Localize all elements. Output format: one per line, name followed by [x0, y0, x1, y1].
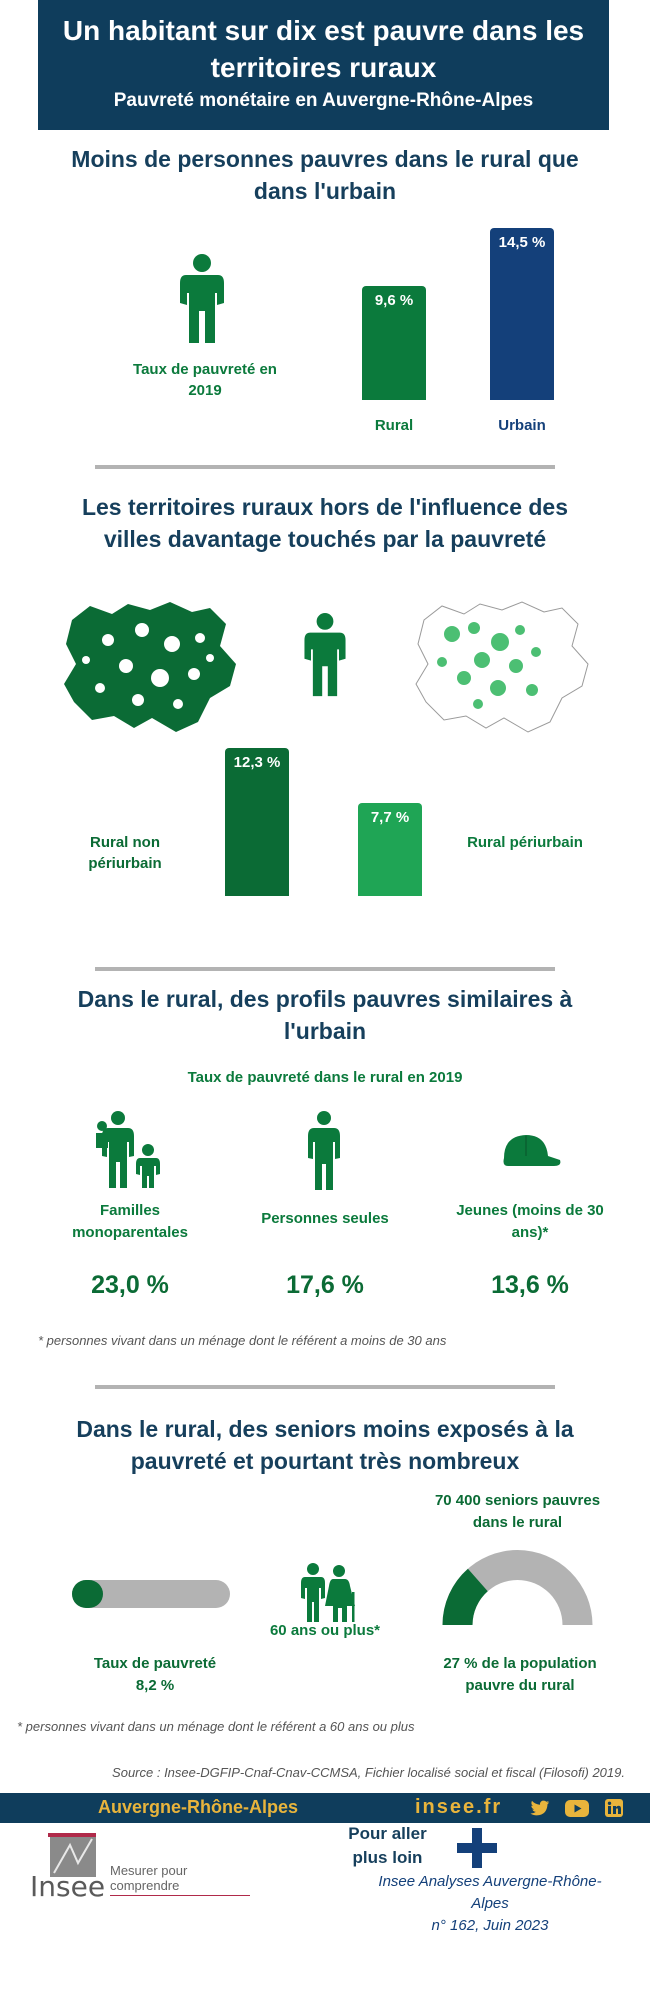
section3-title: Dans le rural, des profils pauvres simil…: [77, 986, 573, 1044]
section2-right-label: Rural périurbain: [467, 834, 583, 851]
divider-1: [95, 465, 555, 469]
bar-value-label: 7,7 %: [370, 809, 410, 826]
source-note: Source : Insee-DGFIP-Cnaf-Cnav-CCMSA, Fi…: [112, 1765, 625, 1780]
family-icon: [96, 1111, 160, 1188]
footer-region: Auvergne-Rhône-Alpes: [98, 1797, 299, 1817]
header-banner: Un habitant sur dix est pauvre dans les …: [38, 0, 609, 130]
section2-bar-chart: 12,3 % 7,7 %: [205, 748, 445, 896]
category-label-urbain: Urbain: [498, 417, 546, 434]
page-title: Un habitant sur dix est pauvre dans les …: [62, 15, 585, 83]
section3-footnote: * personnes vivant dans un ménage dont l…: [38, 1333, 447, 1348]
poverty-rate-fill: [72, 1580, 103, 1608]
page-subtitle: Pauvreté monétaire en Auvergne-Rhône-Alp…: [113, 90, 534, 111]
insee-logo-icon: [48, 1833, 96, 1877]
section2-left-label: Rural non périurbain: [88, 834, 162, 872]
bar-rural-non-p-riurbain: 12,3 %: [225, 748, 289, 896]
seniors-share-label: 27 % de la population pauvre du rural: [443, 1655, 597, 1694]
insee-tagline: Mesurer pour comprendre: [110, 1863, 250, 1896]
section1-bar-chart: 9,6 % 14,5 %: [340, 215, 590, 400]
bar-value-label: 12,3 %: [233, 754, 281, 771]
bar-rural-p-riurbain: 7,7 %: [358, 803, 422, 896]
profile-value-single-parent: 23,0 %: [91, 1271, 169, 1299]
seniors-count-label: 70 400 seniors pauvres dans le rural: [434, 1492, 601, 1531]
bar-urbain: 14,5 %: [490, 228, 554, 400]
category-label-rural: Rural: [374, 417, 414, 434]
seniors-icon: [301, 1563, 355, 1622]
poverty-rate-value: 8,2 %: [135, 1677, 175, 1694]
section4-title: Dans le rural, des seniors moins exposés…: [76, 1416, 574, 1474]
insee-logo-text: Insee: [30, 1870, 106, 1903]
footer-site-link[interactable]: insee.fr: [415, 1796, 503, 1818]
map-rural-periurban: [415, 601, 589, 733]
gauge-remainder-arc: [442, 1550, 593, 1625]
map-rural-non-periurban: [64, 602, 236, 732]
gauge-share-arc: [442, 1568, 488, 1625]
profile-label-single: Personnes seules: [261, 1210, 389, 1227]
divider-3: [95, 1385, 555, 1389]
person-icon: [308, 1111, 340, 1190]
section1-title: Moins de personnes pauvres dans le rural…: [71, 146, 579, 204]
bar-value-label: 14,5 %: [498, 234, 546, 251]
bar-value-label: 9,6 %: [374, 292, 414, 309]
cap-icon: [503, 1135, 561, 1166]
seniors-age-label: 60 ans ou plus*: [269, 1622, 381, 1639]
seniors-share-gauge: [442, 1550, 593, 1625]
poverty-rate-track: [72, 1580, 230, 1608]
profile-value-young: 13,6 %: [491, 1271, 569, 1299]
section1-category-labels: Rural Urbain: [340, 417, 590, 437]
section1-indicator-label: Taux de pauvreté en 2019: [133, 361, 277, 399]
plus-icon[interactable]: [457, 1828, 497, 1868]
profile-label-single-parent: Familles monoparentales: [72, 1202, 188, 1241]
linkedin-icon[interactable]: [605, 1799, 623, 1817]
publication-title: Insee Analyses Auvergne-Rhône-Alpes: [378, 1873, 602, 1912]
profile-label-young: Jeunes (moins de 30 ans)*: [456, 1202, 604, 1241]
publication-issue: n° 162, Juin 2023: [431, 1917, 549, 1934]
section4-footnote: * personnes vivant dans un ménage dont l…: [17, 1719, 415, 1734]
bar-rural: 9,6 %: [362, 286, 426, 400]
poverty-rate-title: Taux de pauvreté: [93, 1655, 217, 1672]
profile-value-single: 17,6 %: [286, 1271, 364, 1299]
section2-title: Les territoires ruraux hors de l'influen…: [81, 494, 569, 552]
youtube-icon[interactable]: [565, 1800, 589, 1817]
section3-subtitle: Taux de pauvreté dans le rural en 2019: [187, 1069, 463, 1086]
divider-2: [95, 967, 555, 971]
poverty-rate-label: Taux de pauvreté 8,2 %: [60, 1653, 250, 1697]
person-hands-in-pockets-icon: [180, 254, 224, 343]
publication-reference[interactable]: Insee Analyses Auvergne-Rhône-Alpes n° 1…: [360, 1871, 620, 1937]
footer-band: Auvergne-Rhône-Alpes insee.fr: [0, 1793, 650, 1823]
person-hands-in-pockets-icon: [304, 613, 346, 697]
twitter-icon[interactable]: [530, 1800, 550, 1817]
more-info-label[interactable]: Pour aller plus loin: [348, 1824, 427, 1867]
